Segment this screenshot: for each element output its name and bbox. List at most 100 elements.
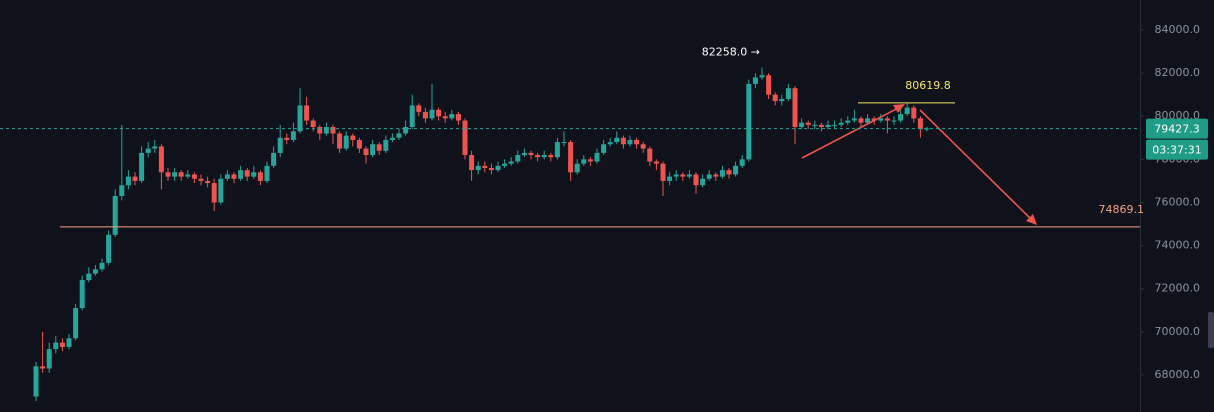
candle-body: [244, 170, 250, 177]
countdown-label: 03:37:31: [1152, 144, 1201, 157]
candle-body: [53, 342, 59, 350]
candle-body: [891, 120, 897, 122]
candle-body: [383, 139, 389, 151]
candle-body: [119, 185, 125, 197]
candle-body: [251, 172, 257, 177]
candle-body: [284, 137, 290, 140]
resistance-label: 80619.8: [905, 79, 951, 92]
trend-arrow: [801, 105, 903, 159]
candle-body: [337, 133, 343, 149]
candle-body: [343, 135, 349, 149]
candle-body: [330, 127, 336, 134]
candle-body: [541, 155, 547, 158]
candle-body: [403, 127, 409, 134]
candle-body: [462, 120, 468, 156]
candle-body: [389, 137, 395, 140]
candle-body: [422, 111, 428, 119]
candle-body: [851, 118, 857, 121]
candle-body: [178, 172, 184, 177]
candle-body: [792, 88, 798, 128]
candle-body: [231, 174, 237, 179]
countdown-tag: [1146, 139, 1208, 160]
candle-body: [799, 122, 805, 128]
scroll-handle[interactable]: [1208, 312, 1214, 348]
candle-body: [726, 170, 732, 175]
candle-body: [238, 170, 244, 179]
candle-body: [759, 75, 765, 78]
candle-body: [172, 172, 178, 177]
candle-body: [700, 178, 706, 186]
y-tick-label: 72000.0: [1155, 282, 1201, 295]
y-tick-label: 74000.0: [1155, 239, 1201, 252]
candle-body: [145, 148, 151, 153]
candle-body: [858, 118, 864, 123]
candle-body: [132, 176, 138, 181]
candle-body: [304, 105, 310, 121]
candle-body: [317, 127, 323, 134]
candle-body: [92, 269, 98, 274]
candle-body: [779, 98, 785, 102]
candle-body: [680, 174, 686, 177]
candle-body: [198, 178, 204, 181]
candle-body: [667, 176, 673, 181]
candle-body: [165, 172, 171, 177]
y-tick-label: 84000.0: [1155, 23, 1201, 36]
support-label: 74869.1: [1099, 203, 1145, 216]
candle-body: [911, 107, 917, 119]
candle-body: [257, 172, 263, 181]
candle-body: [673, 174, 679, 177]
candle-body: [106, 234, 112, 263]
candle-body: [805, 122, 811, 125]
y-tick-label: 70000.0: [1155, 325, 1201, 338]
candle-body: [614, 137, 620, 143]
candle-body: [594, 152, 600, 162]
candle-body: [370, 144, 376, 156]
candle-body: [568, 142, 574, 173]
candle-body: [548, 155, 554, 158]
candle-body: [205, 180, 211, 184]
candle-body: [139, 152, 145, 181]
candle-body: [86, 273, 92, 281]
candle-body: [752, 77, 758, 84]
candle-body: [158, 146, 164, 173]
candle-body: [112, 196, 118, 235]
candle-body: [845, 120, 851, 123]
candle-body: [33, 366, 39, 397]
candle-body: [363, 148, 369, 156]
candle-body: [125, 176, 131, 186]
price-tag-label: 79427.3: [1154, 123, 1200, 136]
candle-body: [455, 114, 461, 121]
candle-body: [653, 161, 659, 164]
candle-body: [601, 144, 607, 153]
candle-body: [660, 163, 666, 181]
candle-body: [871, 118, 877, 121]
candle-body: [442, 116, 448, 119]
candle-body: [574, 163, 580, 173]
candle-body: [898, 114, 904, 121]
candle-body: [79, 280, 85, 309]
candle-body: [515, 155, 521, 162]
candle-body: [772, 94, 778, 102]
candle-body: [224, 174, 230, 179]
candle-body: [825, 124, 831, 128]
candle-body: [719, 170, 725, 177]
candle-body: [495, 165, 501, 171]
candle-body: [185, 174, 191, 177]
candle-body: [620, 137, 626, 145]
candle-body: [429, 109, 435, 119]
candle-body: [733, 165, 739, 175]
candle-body: [290, 131, 296, 140]
candle-body: [917, 118, 923, 130]
arrow-head: [893, 104, 905, 113]
candle-body: [812, 124, 818, 126]
candle-body: [502, 163, 508, 166]
price-tag: [1146, 118, 1208, 139]
candle-body: [832, 124, 838, 126]
candle-body: [73, 308, 79, 339]
candle-body: [218, 178, 224, 203]
candle-body: [436, 109, 442, 117]
candle-body: [59, 342, 65, 347]
candle-body: [409, 105, 415, 128]
arrow-head: [1026, 214, 1037, 225]
